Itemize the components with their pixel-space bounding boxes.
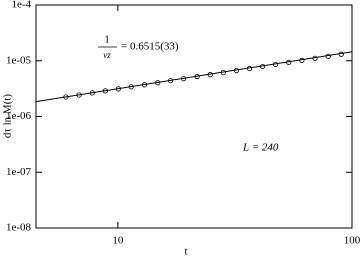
x-tick-label: 10 (112, 235, 124, 247)
fit-line (35, 51, 353, 103)
annotation-size: L = 240 (242, 142, 279, 154)
y-axis-label: dτ ln M(t) (2, 94, 14, 138)
annotation-fit: = 0.6515(33) (121, 41, 179, 53)
y-tick-label: 1e-08 (6, 222, 32, 234)
annotation-denominator: νz (103, 50, 111, 60)
data-point (325, 53, 331, 59)
x-tick-label: 100 (344, 235, 361, 247)
y-tick-label: 1e-06 (6, 110, 32, 122)
y-tick-label: 1e-4 (11, 0, 31, 11)
y-tick-label: 1e-07 (6, 166, 32, 178)
annotation-numerator: 1 (104, 34, 110, 46)
y-tick-label: 1e-05 (6, 54, 32, 66)
plot-frame (35, 4, 353, 229)
x-axis-label: t (184, 246, 187, 258)
